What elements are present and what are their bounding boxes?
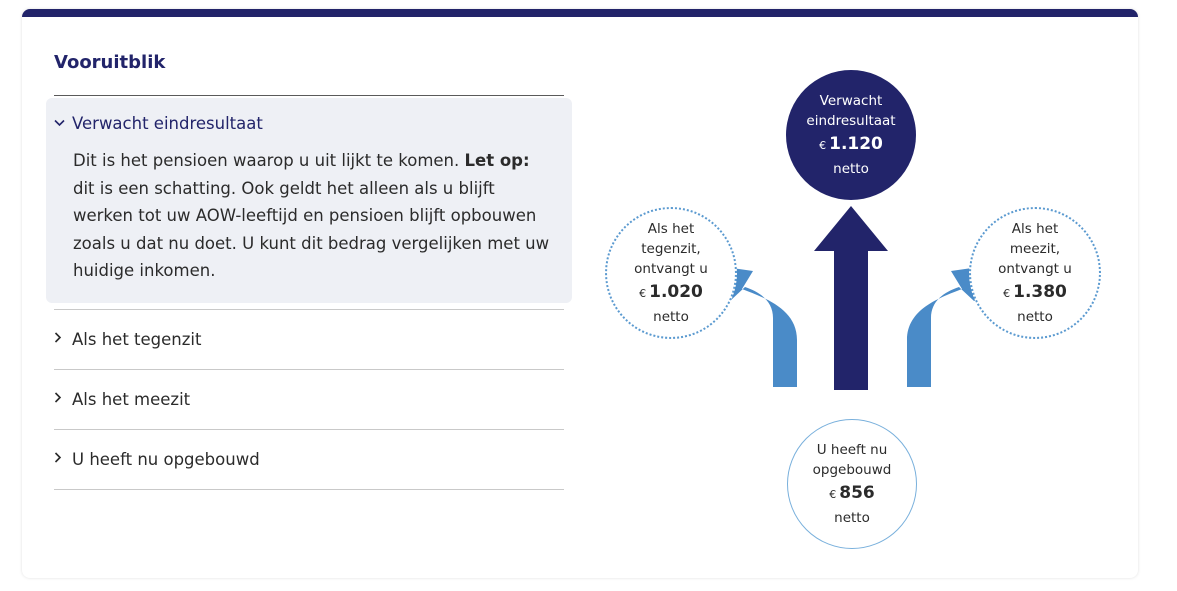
better-label-line1: Als het [1011,221,1059,237]
currency-symbol: € [1003,287,1011,300]
accordion-item-als-het-meezit[interactable]: Als het meezit [54,370,564,430]
card-accent-bar [22,9,1138,17]
worse-label-line1: Als het [647,221,695,237]
amount-value: 856 [839,483,875,503]
accordion-item-als-het-tegenzit[interactable]: Als het tegenzit [54,310,564,370]
chevron-right-icon [54,391,72,407]
better-label-line3: ontvangt u [998,261,1072,277]
built-label-line1: U heeft nu [816,442,888,458]
accordion-header-verwacht-eindresultaat[interactable]: Verwacht eindresultaat [54,114,552,133]
accordion-label: Als het meezit [72,389,191,409]
worse-label-line2: tegenzit, [641,241,701,257]
expected-result-circle: Verwacht eindresultaat €1.120 netto [786,70,916,200]
built-label-line2: opgebouwd [812,462,892,478]
accordion-divider [54,95,564,96]
expected-amount: €1.120 [819,131,883,159]
accordion-body-text: Dit is het pensioen waarop u uit lijkt t… [73,147,552,285]
pension-forecast-graphic: Verwacht eindresultaat €1.120 netto Als … [602,59,1102,549]
chevron-right-icon [54,451,72,467]
accordion-header-als-het-tegenzit[interactable]: Als het tegenzit [54,310,564,369]
chevron-right-icon [54,331,72,347]
netto-label: netto [653,309,689,325]
accordion-panel-open: Verwacht eindresultaat Dit is het pensio… [46,98,572,303]
built-amount: €856 [829,480,875,508]
currency-symbol: € [829,488,837,501]
chevron-down-icon [54,116,72,131]
accordion-divider [54,308,564,310]
center-arrow-shape [814,206,888,390]
accordion-item-u-heeft-nu-opgebouwd[interactable]: U heeft nu opgebouwd [54,430,564,490]
amount-value: 1.380 [1013,282,1067,302]
currency-symbol: € [639,287,647,300]
expected-label-line2: eindresultaat [806,113,896,129]
accordion-item-verwacht-eindresultaat: Verwacht eindresultaat Dit is het pensio… [46,98,572,310]
better-amount: €1.380 [1003,279,1067,307]
accordion-label: U heeft nu opgebouwd [72,449,260,469]
accordion-header-als-het-meezit[interactable]: Als het meezit [54,370,564,429]
body-text-part: Dit is het pensioen waarop u uit lijkt t… [73,151,465,170]
worse-case-circle: Als het tegenzit, ontvangt u €1.020 nett… [605,207,737,339]
accordion-label: Verwacht eindresultaat [72,114,263,133]
amount-value: 1.120 [829,134,883,154]
netto-label: netto [1017,309,1053,325]
built-up-circle: U heeft nu opgebouwd €856 netto [787,419,917,549]
netto-label: netto [833,161,869,177]
worse-amount: €1.020 [639,279,703,307]
better-case-circle: Als het meezit, ontvangt u €1.380 netto [969,207,1101,339]
body-text-emphasis: Let op: [464,151,530,170]
worse-label-line3: ontvangt u [634,261,708,277]
netto-label: netto [834,510,870,526]
forecast-card: Vooruitblik Verwacht eindresultaat Dit i… [22,9,1138,578]
accordion-label: Als het tegenzit [72,329,202,349]
accordion-header-u-heeft-nu-opgebouwd[interactable]: U heeft nu opgebouwd [54,430,564,489]
expected-label-line1: Verwacht [819,93,883,109]
section-title: Vooruitblik [54,52,166,73]
body-text-part: dit is een schatting. Ook geldt het alle… [73,178,550,281]
accordion: Verwacht eindresultaat Dit is het pensio… [46,95,572,490]
better-label-line2: meezit, [1009,241,1061,257]
amount-value: 1.020 [649,282,703,302]
currency-symbol: € [819,139,827,152]
